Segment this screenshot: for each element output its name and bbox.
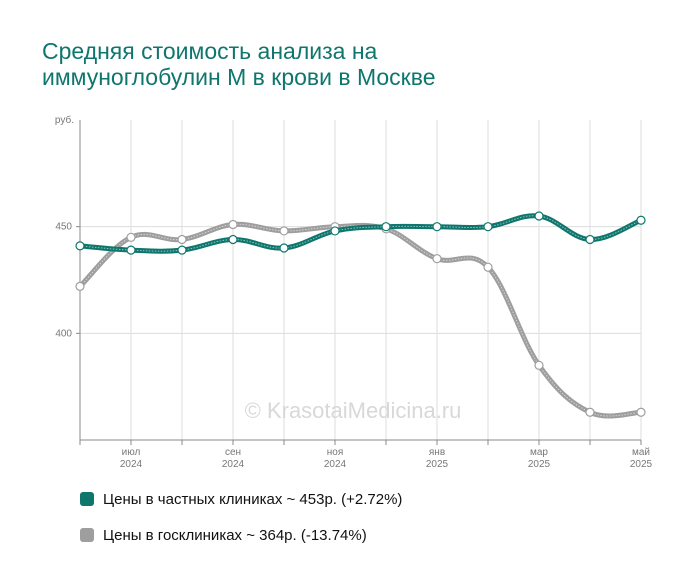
data-point-private[interactable] [636,215,646,225]
data-point-public[interactable] [75,281,85,291]
series-line-private [77,213,644,254]
legend-swatch-private [80,492,94,506]
y-axis-unit-label: руб. [55,114,74,126]
chart-title-line-2: иммуноглобулин М в крови в Москве [42,64,436,90]
chart-title-line-1: Средняя стоимость анализа на [42,38,378,64]
data-point-private[interactable] [381,222,391,232]
legend-label-private: Цены в частных клиниках ~ 453р. (+2.72%) [103,490,403,508]
data-point-public[interactable] [432,254,442,264]
data-point-private[interactable] [330,226,340,236]
data-point-private[interactable] [228,234,238,245]
data-point-private[interactable] [432,222,442,232]
data-point-private[interactable] [75,241,85,251]
x-tick-label-month: мар [530,447,548,458]
data-point-public[interactable] [483,262,493,272]
watermark: © KrasotaiMedicina.ru [245,398,462,423]
y-tick-label: 450 [55,222,72,233]
data-point-private[interactable] [585,234,595,245]
x-tick-label-month: янв [429,447,445,458]
x-tick-label-year: 2025 [426,459,449,470]
x-tick-label-month: май [632,447,650,458]
series-private [75,211,646,255]
x-tick-label-month: июл [122,447,141,458]
series-layer [75,211,646,419]
grid-layer [80,120,642,440]
chart-title: Средняя стоимость анализа на иммуноглобу… [42,38,662,90]
x-tick-label-year: 2024 [120,459,143,470]
data-point-private[interactable] [279,243,289,253]
data-point-private[interactable] [534,211,544,221]
x-tick-label-year: 2024 [222,459,245,470]
data-point-public[interactable] [279,226,289,236]
data-point-private[interactable] [177,245,187,255]
legend-label-public: Цены в госклиниках ~ 364р. (-13.74%) [103,526,367,544]
data-point-private[interactable] [483,222,493,232]
legend-item-public[interactable]: Цены в госклиниках ~ 364р. (-13.74%) [80,524,402,546]
y-tick-label: 400 [55,328,72,339]
axes-layer: руб.400450июл2024сен2024ноя2024янв2025ма… [55,114,653,470]
x-tick-label-month: ноя [327,447,344,458]
legend-swatch-public [80,528,94,542]
data-point-public[interactable] [126,232,136,242]
data-point-public[interactable] [177,234,187,245]
x-tick-label-year: 2025 [630,459,653,470]
series-line-texture-private [79,215,642,252]
data-point-public[interactable] [636,407,646,417]
x-tick-label-month: сен [225,447,241,458]
x-tick-label-year: 2024 [324,459,347,470]
data-point-public[interactable] [585,407,595,417]
data-point-public[interactable] [534,360,544,370]
data-point-public[interactable] [228,219,238,230]
series-line-texture-public [79,223,642,417]
x-tick-label-year: 2025 [528,459,551,470]
legend: Цены в частных клиниках ~ 453р. (+2.72%)… [80,488,402,560]
data-point-private[interactable] [126,245,136,255]
legend-item-private[interactable]: Цены в частных клиниках ~ 453р. (+2.72%) [80,488,402,510]
